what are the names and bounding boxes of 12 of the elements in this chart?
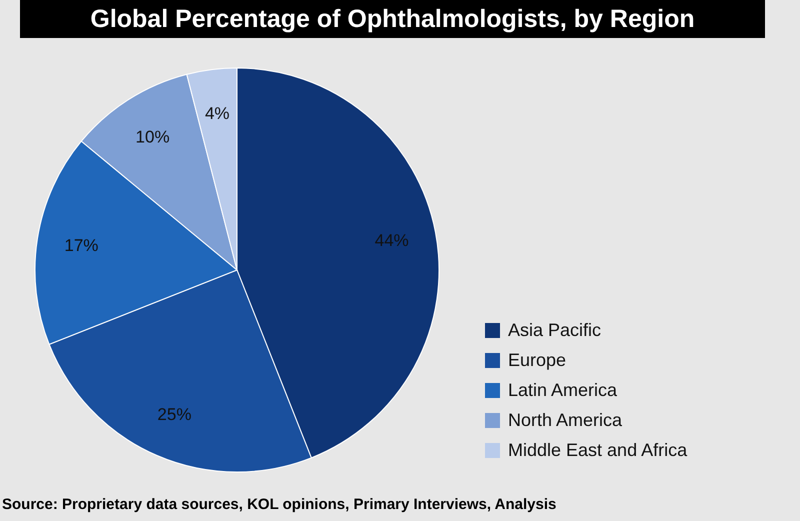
data-label: 25% [157, 405, 192, 424]
legend-label: Europe [508, 349, 566, 372]
legend-label: Asia Pacific [508, 319, 602, 342]
data-label: 10% [136, 127, 170, 146]
legend-label: Middle East and Africa [508, 439, 688, 462]
source-note: Source: Proprietary data sources, KOL opinions, Primary Interviews, Analysis [2, 496, 558, 513]
legend-label: North America [508, 409, 622, 432]
data-label: 4% [204, 104, 230, 124]
chart-title: Global Percentage of Ophthalmologists, by Region [20, 0, 765, 38]
data-label: 17% [64, 236, 98, 255]
legend-label: Latin America [508, 379, 618, 402]
data-label: 44% [374, 230, 409, 250]
